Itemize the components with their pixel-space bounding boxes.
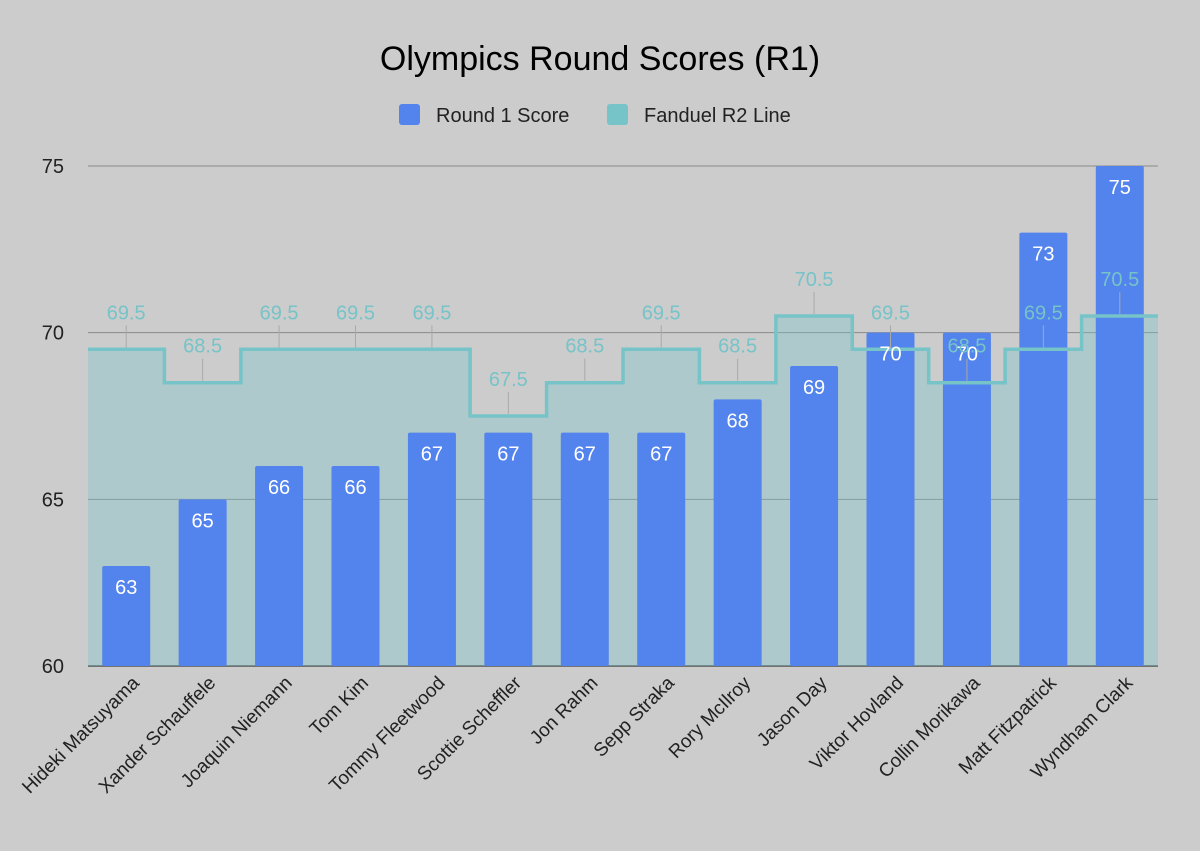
bar-value-label: 69 bbox=[803, 377, 825, 399]
bar bbox=[790, 366, 839, 666]
bar bbox=[1095, 166, 1144, 666]
bar-value-label: 66 bbox=[344, 477, 366, 499]
y-tick-label: 65 bbox=[42, 489, 64, 511]
legend-item-fanduel[interactable]: Fanduel R2 Line bbox=[607, 104, 791, 127]
y-tick-label: 60 bbox=[42, 656, 64, 678]
bar-value-label: 75 bbox=[1109, 177, 1131, 199]
bar-value-label: 66 bbox=[268, 477, 290, 499]
y-tick-label: 70 bbox=[42, 323, 64, 345]
line-value-label: 69.5 bbox=[412, 302, 451, 324]
line-value-label: 69.5 bbox=[1024, 302, 1063, 324]
legend: Round 1 Score Fanduel R2 Line bbox=[399, 104, 791, 127]
line-value-label: 68.5 bbox=[947, 336, 986, 358]
bar bbox=[178, 499, 227, 666]
fanduel-step-path bbox=[88, 314, 1158, 418]
bar bbox=[255, 466, 304, 666]
line-value-label: 69.5 bbox=[871, 302, 910, 324]
line-value-label: 68.5 bbox=[565, 336, 604, 358]
category-label: Tom Kim bbox=[306, 673, 373, 740]
line-value-label: 69.5 bbox=[642, 302, 681, 324]
bar bbox=[1019, 232, 1068, 666]
bar-value-label: 63 bbox=[115, 577, 137, 599]
bar bbox=[331, 466, 380, 666]
bar-value-label: 67 bbox=[497, 444, 519, 466]
bars bbox=[102, 166, 1144, 666]
legend-label-fanduel: Fanduel R2 Line bbox=[644, 105, 791, 127]
bar-value-label: 67 bbox=[650, 444, 672, 466]
category-label: Jon Rahm bbox=[526, 673, 602, 749]
chart-title: Olympics Round Scores (R1) bbox=[380, 40, 820, 78]
legend-swatch-round1 bbox=[399, 104, 420, 125]
line-labels: 69.5 68.5 69.5 69.5 69.5 67.5 68.5 69.5 68.5 70.5… bbox=[107, 269, 1139, 414]
fanduel-step-line bbox=[88, 314, 1158, 418]
bar bbox=[407, 432, 456, 666]
bar-value-label: 70 bbox=[879, 344, 901, 366]
bar-value-label: 67 bbox=[574, 444, 596, 466]
bar bbox=[866, 332, 915, 666]
line-value-label: 70.5 bbox=[795, 269, 834, 291]
category-label: Jason Day bbox=[753, 672, 832, 751]
bar-value-label: 70 bbox=[956, 344, 978, 366]
legend-swatch-fanduel bbox=[607, 104, 628, 125]
legend-label-round1: Round 1 Score bbox=[436, 105, 569, 127]
bar bbox=[484, 432, 533, 666]
y-tick-label: 75 bbox=[42, 156, 64, 178]
line-value-label: 70.5 bbox=[1100, 269, 1139, 291]
bar bbox=[560, 432, 609, 666]
line-value-label: 67.5 bbox=[489, 369, 528, 391]
bar-value-label: 65 bbox=[192, 510, 214, 532]
bar bbox=[713, 399, 762, 666]
bar-value-label: 73 bbox=[1032, 244, 1054, 266]
line-value-label: 69.5 bbox=[336, 302, 375, 324]
line-value-label: 69.5 bbox=[107, 302, 146, 324]
line-value-label: 68.5 bbox=[183, 336, 222, 358]
category-label: Rory McIlroy bbox=[665, 672, 756, 763]
line-value-label: 68.5 bbox=[718, 336, 757, 358]
bar bbox=[637, 432, 686, 666]
bar-labels: 63 65 66 66 67 67 67 67 68 69 70 70 73 75 bbox=[115, 177, 1131, 599]
y-axis-ticks: 60 65 70 75 bbox=[42, 156, 64, 678]
bar-value-label: 67 bbox=[421, 444, 443, 466]
line-value-label: 69.5 bbox=[260, 302, 299, 324]
bar-value-label: 68 bbox=[727, 410, 749, 432]
bar bbox=[102, 566, 151, 666]
bar bbox=[942, 332, 991, 666]
legend-item-round1[interactable]: Round 1 Score bbox=[399, 104, 569, 127]
